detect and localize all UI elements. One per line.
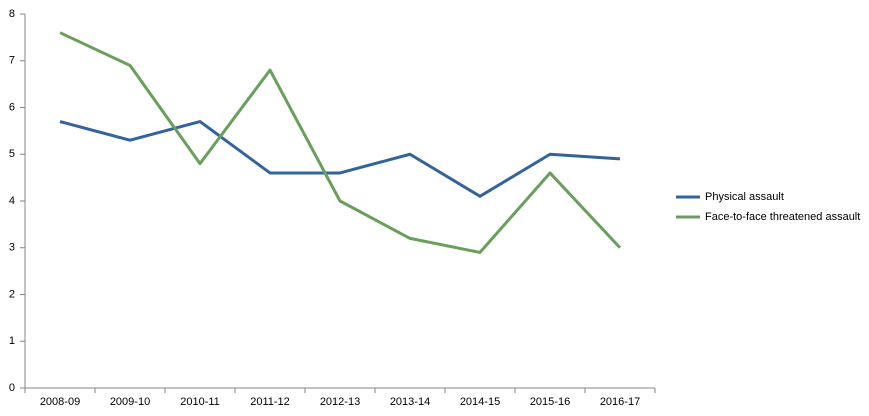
y-tick-label: 5: [9, 148, 15, 160]
legend-label: Physical assault: [705, 191, 784, 203]
x-tick-label: 2009-10: [110, 396, 150, 408]
y-tick-label: 2: [9, 288, 15, 300]
y-tick-label: 4: [9, 195, 15, 207]
legend-label: Face-to-face threatened assault: [705, 211, 860, 223]
x-tick-label: 2013-14: [390, 396, 430, 408]
series-line: [59, 31, 622, 254]
x-tick-label: 2015-16: [530, 396, 570, 408]
x-tick-label: 2016-17: [600, 396, 640, 408]
y-tick-label: 1: [9, 335, 15, 347]
y-tick-label: 3: [9, 242, 15, 254]
y-tick-label: 6: [9, 101, 15, 113]
x-tick-label: 2014-15: [460, 396, 500, 408]
x-tick-label: 2012-13: [320, 396, 360, 408]
x-tick-label: 2010-11: [180, 396, 220, 408]
x-tick-label: 2011-12: [250, 396, 290, 408]
y-tick-label: 0: [9, 382, 15, 394]
series-line: [59, 120, 621, 198]
x-tick-label: 2008-09: [40, 396, 80, 408]
y-tick-label: 7: [9, 55, 15, 67]
y-tick-label: 8: [9, 8, 15, 20]
